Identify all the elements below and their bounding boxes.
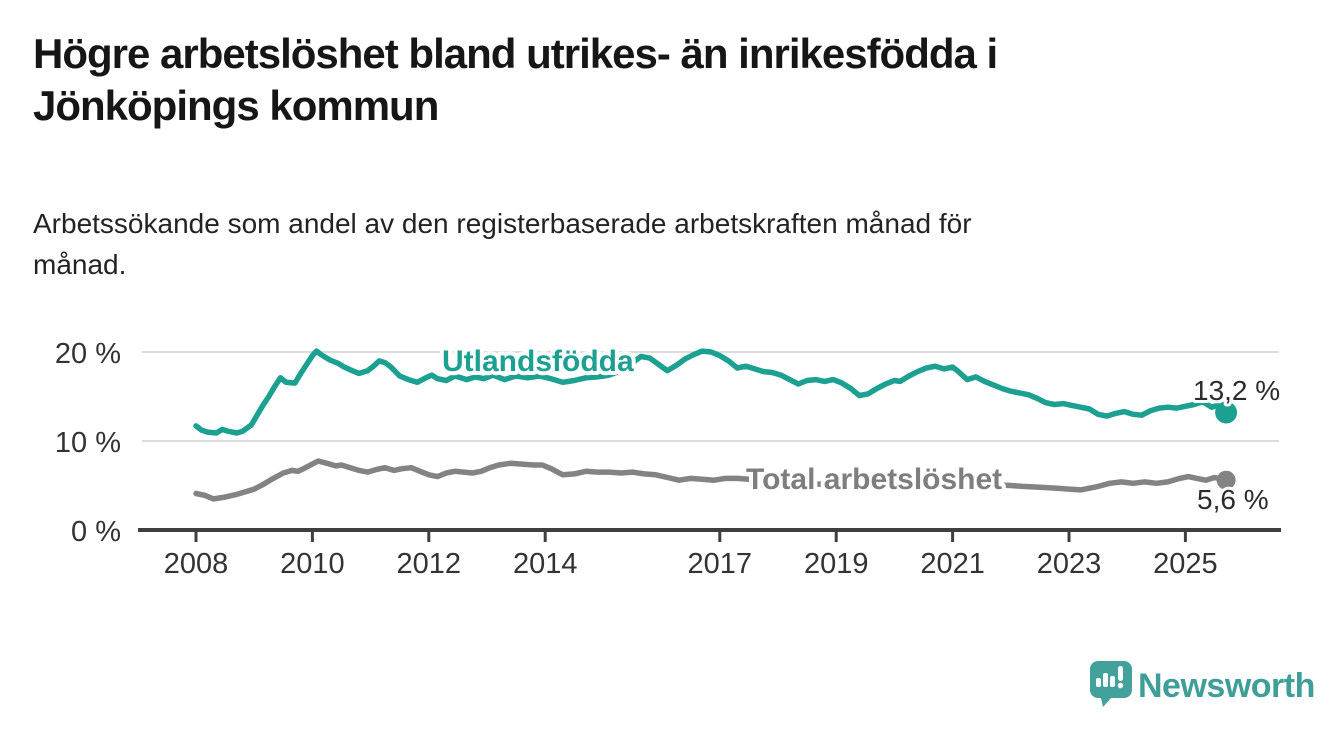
- series-line-total-arbetsloshet: [193, 458, 1229, 502]
- page-title-line1: Högre arbetslöshet bland utrikes- än inr…: [33, 30, 998, 77]
- series-lines: [193, 348, 1229, 502]
- end-value-label-total-arbetsloshet: 5,6 %: [1197, 484, 1269, 515]
- chart-labels: Utlandsfödda Total arbetslöshet 13,2 % 5…: [438, 341, 1283, 518]
- chart-subtitle-line1: Arbetssökande som andel av den registerb…: [33, 208, 972, 239]
- end-value-label-utlandsfodda: 13,2 %: [1193, 375, 1280, 406]
- y-axis-label-0: 0 %: [71, 516, 121, 548]
- exclamation-icon: [1117, 666, 1124, 689]
- chart-subtitle: Arbetssökande som andel av den registerb…: [33, 203, 1273, 285]
- page-title: Högre arbetslöshet bland utrikes- än inr…: [33, 28, 1333, 132]
- x-axis-label-2019: 2019: [804, 548, 869, 580]
- x-axis-label-2010: 2010: [280, 548, 345, 580]
- x-axis-label-2014: 2014: [513, 548, 578, 580]
- bar-chart-icon: [1096, 673, 1115, 687]
- x-axis: 2008 2010 2012 2014 2017 2019 2021 2023 2025: [138, 528, 1281, 580]
- series-label-total-arbetsloshet: Total arbetslöshet: [746, 463, 1002, 496]
- chart-subtitle-line2: månad.: [33, 249, 127, 280]
- page-title-line2: Jönköpings kommun: [33, 82, 439, 129]
- x-axis-label-2025: 2025: [1153, 548, 1218, 580]
- x-axis-label-2012: 2012: [397, 548, 462, 580]
- x-axis-label-2023: 2023: [1037, 548, 1102, 580]
- series-label-utlandsfodda: Utlandsfödda: [442, 345, 634, 378]
- y-axis-label-10: 10 %: [55, 427, 121, 459]
- y-axis-label-20: 20 %: [55, 338, 121, 370]
- x-axis-label-2017: 2017: [688, 548, 753, 580]
- end-dot-total-arbetsloshet: [1216, 470, 1236, 490]
- x-axis-label-2008: 2008: [164, 548, 229, 580]
- series-line-utlandsfodda: [193, 348, 1229, 436]
- x-axis-label-2021: 2021: [920, 548, 985, 580]
- end-dot-utlandsfodda: [1215, 401, 1238, 424]
- newsworthy-logo-icon: [1090, 661, 1132, 707]
- newsworthy-logo-text: Newsworthy: [1138, 667, 1315, 705]
- newsworthy-logo: Newsworthy: [1090, 661, 1315, 707]
